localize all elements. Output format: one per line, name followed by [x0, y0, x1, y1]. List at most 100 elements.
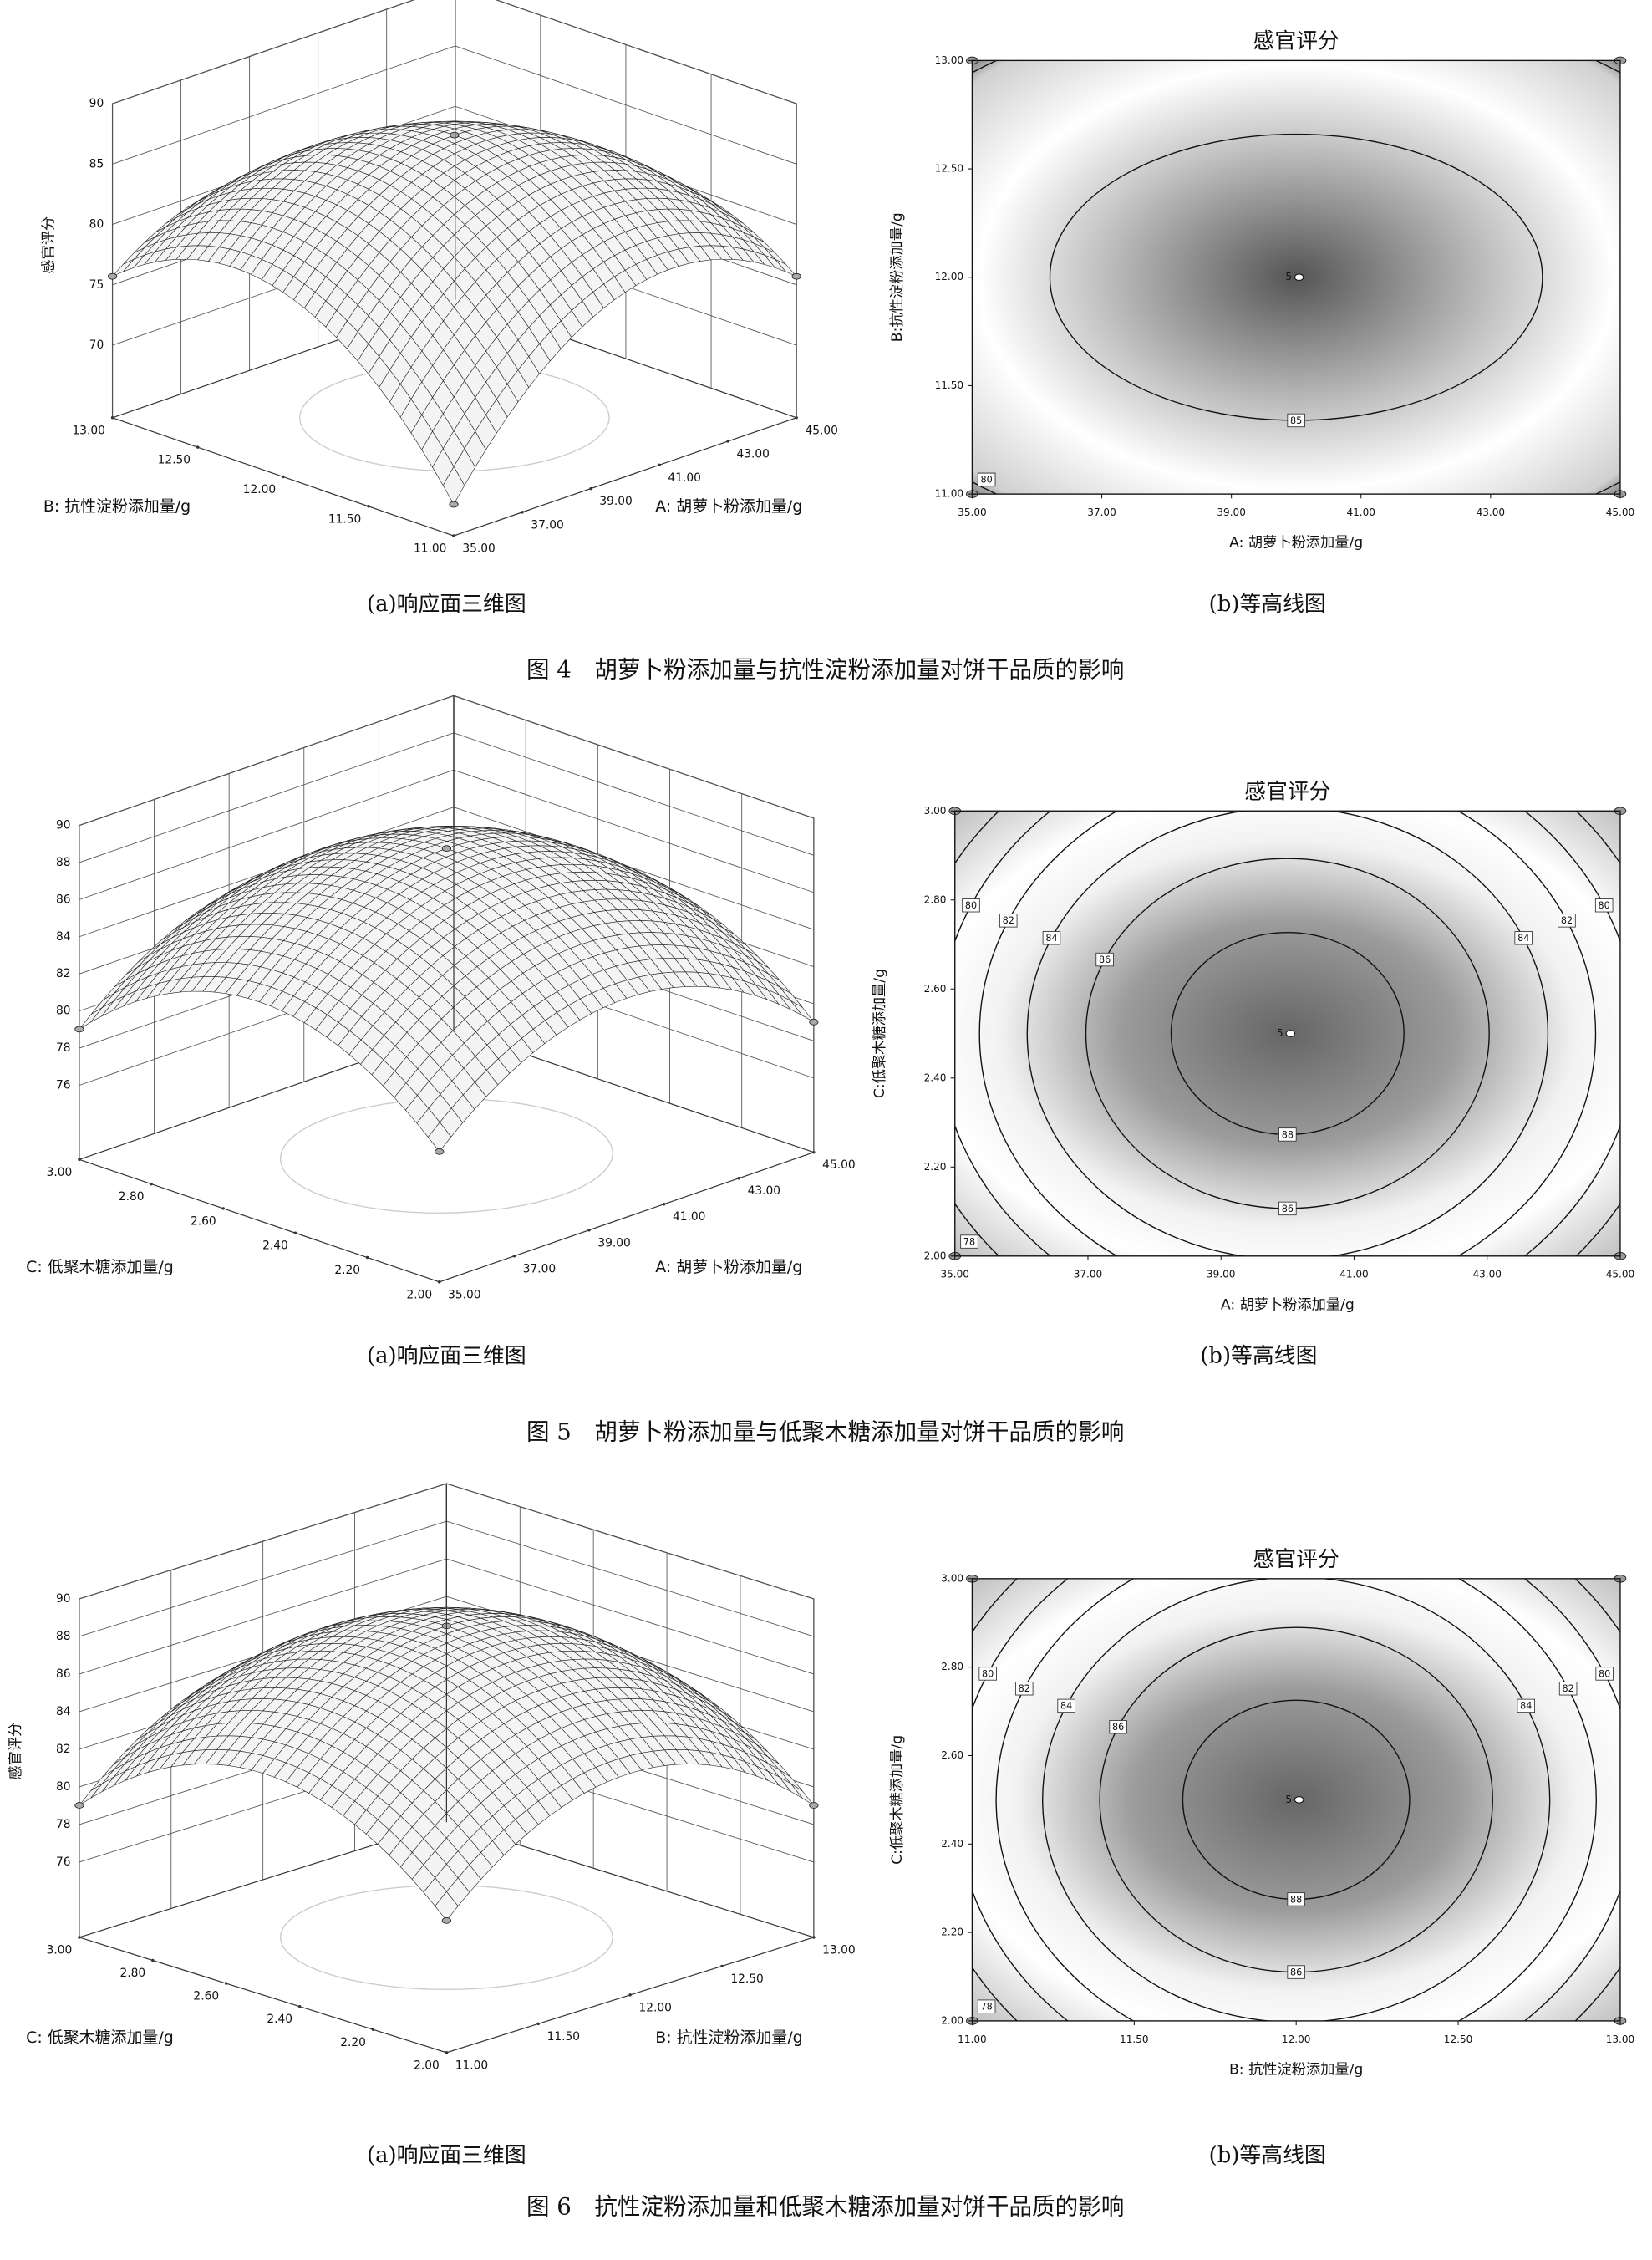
contour-label-box [1594, 898, 1614, 913]
contour-label-box [962, 898, 980, 913]
mesh-cell [79, 1007, 103, 1030]
x-tick-label: 45.00 [806, 424, 838, 437]
y-tick-label: 2.20 [334, 1264, 360, 1277]
grid-line [112, 0, 797, 104]
y-tick-label: 2.00 [406, 1288, 432, 1301]
y-tick-label: 13.00 [73, 424, 105, 437]
contour-title: 感官评分 [1253, 28, 1339, 53]
z-tick-label: 90 [56, 1592, 71, 1606]
contour-label-box [1042, 931, 1061, 945]
contour-plot: 78 80 80 82 82 84 84 86 86 88 5 11.00 11.50 12.00 12.5… [889, 1547, 1634, 2168]
contour-label-box [1514, 931, 1533, 945]
x-axis-label: B: 抗性淀粉添加量/g [1229, 2062, 1363, 2079]
y-tick-label: 3.00 [47, 1166, 73, 1179]
x-tick-label: 11.50 [547, 2030, 580, 2044]
tick-mark [662, 1203, 666, 1206]
x-tick-label: 35.00 [448, 1288, 480, 1301]
z-tick-label: 76 [56, 1855, 71, 1869]
contour-label: 88 [1290, 1894, 1302, 1905]
contour-label: 86 [1099, 954, 1111, 965]
x-tick-label: 41.00 [1339, 1269, 1369, 1280]
design-point [1294, 273, 1304, 282]
z-tick-label: 76 [56, 1078, 71, 1092]
tick-mark [720, 1964, 724, 1968]
design-point [441, 845, 451, 853]
x-tick-label: 13.00 [822, 1943, 855, 1957]
z-tick-label: 75 [89, 278, 104, 292]
contour-label: 84 [1520, 1701, 1532, 1712]
y-axis-label: C: 低聚木糖添加量/g [26, 2028, 174, 2047]
contour-label: 78 [981, 2002, 993, 2013]
y-tick-label: 2.80 [924, 893, 947, 905]
x-tick-label: 39.00 [599, 495, 632, 508]
x-axis-label: B: 抗性淀粉添加量/g [655, 2028, 802, 2047]
tick-mark [737, 1177, 740, 1180]
y-tick-label: 12.50 [935, 163, 964, 175]
y-tick-label: 2.80 [941, 1661, 963, 1672]
y-tick-label: 3.00 [47, 1943, 73, 1957]
tick-mark [365, 1255, 369, 1260]
x-tick-label: 35.00 [940, 1269, 969, 1280]
x-tick-label: 45.00 [1606, 1269, 1635, 1280]
tick-mark [367, 505, 370, 508]
surface-plot: 70 75 80 85 90 35.00 37.00 39.00 41.00 43.00 45.00… [41, 0, 838, 617]
x-tick-label: 12.00 [1282, 2033, 1311, 2045]
z-tick-label: 82 [56, 1743, 71, 1756]
sublabel: (b)等高线图 [1209, 2143, 1326, 2168]
z-tick-label: 90 [89, 97, 104, 110]
surface-plot: 76 78 80 82 84 86 88 90 35.00 37.00 39.00 41.00 43.0… [26, 695, 856, 1368]
z-tick-label: 85 [89, 157, 104, 171]
design-point [791, 272, 801, 280]
z-axis-label: 感官评分 [8, 1723, 24, 1780]
mesh-cell [427, 1122, 452, 1153]
contour-label: 84 [1045, 933, 1057, 944]
mesh-cell [442, 466, 465, 506]
contour-label: 80 [965, 900, 977, 911]
contour-label-box [1517, 1698, 1535, 1713]
contour-label-box [1595, 1667, 1614, 1681]
y-tick-label: 2.20 [941, 1927, 963, 1938]
y-tick-label: 2.60 [191, 1214, 216, 1228]
sublabel: (a)响应面三维图 [367, 2143, 526, 2168]
contour-label-box [1278, 1127, 1297, 1142]
tick-mark [293, 1231, 297, 1234]
x-axis-label: A: 胡萝卜粉添加量/g [1229, 535, 1363, 552]
tick-mark [151, 1958, 155, 1962]
contour-label: 84 [1060, 1701, 1072, 1712]
x-tick-label: 43.00 [736, 448, 769, 461]
y-tick-label: 2.80 [120, 1967, 146, 1980]
mesh-cell [79, 1783, 103, 1806]
y-tick-label: 12.00 [243, 483, 276, 496]
x-tick-label: 37.00 [1087, 506, 1116, 518]
y-tick-label: 3.00 [941, 1572, 963, 1584]
sublabel: (b)等高线图 [1200, 1343, 1317, 1368]
y-tick-label: 12.00 [935, 271, 964, 282]
contour-label-box [1014, 1682, 1034, 1696]
contour-label: 82 [1561, 915, 1573, 926]
tick-mark [282, 475, 285, 479]
contour-plot: 78 80 80 82 82 84 84 86 86 88 5 35.00 37.00 39.00 41.0… [872, 779, 1635, 1368]
y-tick-label: 2.80 [119, 1190, 145, 1204]
sublabel: (a)响应面三维图 [367, 1343, 526, 1368]
z-tick-label: 80 [56, 1780, 71, 1794]
design-point [1294, 1796, 1304, 1804]
z-tick-label: 84 [56, 930, 71, 944]
contour-label-box [1287, 413, 1305, 428]
x-tick-label: 35.00 [462, 542, 495, 556]
tick-mark [512, 1255, 516, 1258]
z-tick-label: 86 [56, 1667, 71, 1681]
contour-label-box [977, 1999, 996, 2013]
contour-label: 80 [981, 475, 993, 486]
x-tick-label: 12.50 [730, 1972, 763, 1986]
grid-line [79, 695, 814, 826]
mesh-cell [790, 1783, 815, 1806]
contour-label: 84 [1517, 933, 1529, 944]
design-point [107, 272, 118, 280]
tick-mark [297, 2004, 302, 2008]
center-label: 5 [1285, 271, 1292, 282]
design-point [435, 1148, 445, 1155]
figure-caption: 图 6 抗性淀粉添加量和低聚木糖添加量对饼干品质的影响 [526, 2192, 1124, 2220]
contour-label: 88 [1282, 1129, 1294, 1140]
z-tick-label: 70 [89, 338, 104, 352]
